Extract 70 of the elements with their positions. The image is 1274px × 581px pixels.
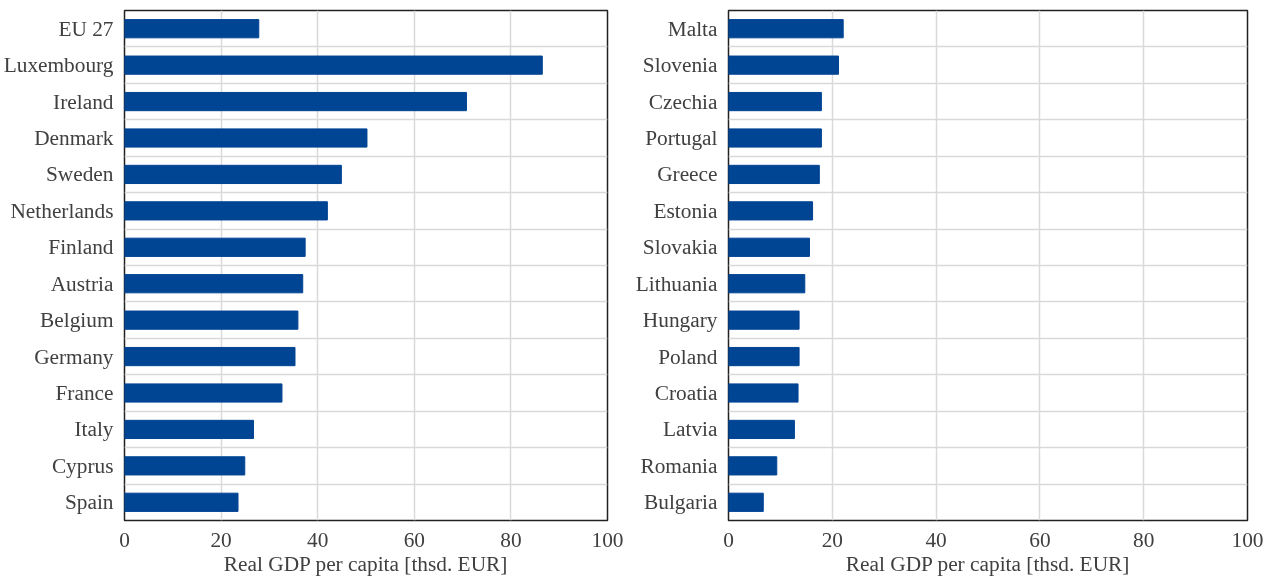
x-tick-label: 80 (500, 527, 522, 552)
x-tick-label: 20 (821, 527, 843, 552)
bar (728, 19, 844, 39)
bar (728, 456, 778, 476)
y-tick-label: Lithuania (635, 271, 719, 296)
bar (728, 383, 799, 403)
y-tick-label: Romania (640, 453, 719, 478)
bar (728, 237, 810, 257)
y-tick-label: Germany (34, 344, 114, 369)
bar (728, 128, 822, 148)
x-tick-label: 40 (307, 527, 329, 552)
bar (728, 492, 764, 512)
y-tick-label: Croatia (654, 381, 719, 405)
y-tick-label: Austria (50, 271, 115, 296)
y-tick-label: Hungary (642, 308, 718, 333)
y-tick-label: Ireland (53, 89, 114, 114)
bar (124, 492, 239, 512)
bar (124, 237, 306, 257)
y-tick-label: Sweden (45, 162, 114, 187)
bar (124, 346, 296, 367)
bar (728, 55, 840, 75)
y-tick-label: Netherlands (10, 198, 114, 223)
y-tick-label: Malta (667, 16, 719, 41)
y-tick-label: Slovenia (642, 53, 719, 78)
x-tick-label: 100 (1231, 527, 1264, 552)
y-tick-label: Cyprus (51, 453, 114, 478)
y-tick-label: Spain (64, 490, 114, 515)
bar (728, 201, 814, 221)
x-tick-label: 20 (210, 527, 232, 552)
x-tick-label: 60 (1029, 527, 1051, 552)
y-tick-label: Latvia (663, 417, 719, 442)
bar (124, 274, 304, 294)
y-tick-label: Belgium (40, 308, 114, 333)
y-tick-label: Greece (657, 162, 718, 187)
bar (728, 91, 822, 112)
y-tick-label: Slovakia (642, 235, 719, 260)
bar (124, 201, 328, 221)
y-tick-label: Italy (74, 417, 114, 442)
y-tick-label: Poland (658, 344, 718, 369)
y-tick-label: EU 27 (58, 16, 114, 41)
bar (124, 456, 246, 476)
x-tick-label: 40 (925, 527, 947, 552)
bar (124, 55, 543, 75)
y-tick-label: Bulgaria (644, 490, 719, 515)
bar (124, 164, 342, 185)
bar (728, 419, 795, 440)
bar (124, 419, 254, 440)
x-axis-title: Real GDP per capita [thsd. EUR] (223, 551, 508, 576)
bar (728, 274, 806, 294)
bar (728, 346, 800, 367)
x-tick-label: 80 (1133, 527, 1155, 552)
y-tick-label: Portugal (645, 126, 718, 150)
x-tick-label: 0 (723, 527, 734, 552)
bar (124, 383, 283, 403)
y-tick-label: Luxembourg (3, 53, 114, 78)
y-tick-label: Finland (48, 235, 114, 260)
bar (124, 128, 368, 148)
x-tick-label: 100 (591, 527, 624, 552)
bar (124, 19, 260, 39)
bar (728, 164, 820, 185)
bar (728, 310, 800, 330)
y-tick-label: Estonia (653, 198, 719, 223)
x-tick-label: 60 (403, 527, 425, 552)
x-tick-label: 0 (119, 527, 130, 552)
y-tick-label: France (55, 381, 114, 405)
y-tick-label: Denmark (34, 126, 114, 150)
y-tick-label: Czechia (648, 89, 719, 114)
x-axis-title: Real GDP per capita [thsd. EUR] (845, 551, 1130, 576)
bar (124, 310, 299, 330)
bar (124, 91, 467, 112)
